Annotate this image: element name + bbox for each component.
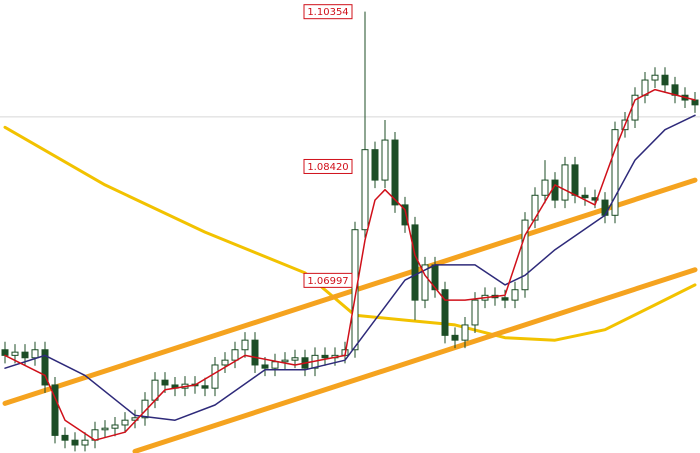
candle-body xyxy=(291,357,299,361)
candle-body xyxy=(121,419,129,426)
candle-body xyxy=(61,434,69,441)
price-label-box xyxy=(303,4,353,20)
candle-body xyxy=(351,229,359,351)
candle-body xyxy=(471,299,479,326)
price-label: 1.10354 xyxy=(307,7,348,18)
candle-body xyxy=(71,439,79,446)
candle-body xyxy=(251,339,259,366)
candle-body xyxy=(101,427,109,431)
candle-body xyxy=(281,359,289,363)
candle-body xyxy=(461,324,469,341)
candle-body xyxy=(571,164,579,196)
candle-body xyxy=(371,149,379,181)
candle-body xyxy=(441,289,449,336)
moving-average xyxy=(3,125,697,342)
trend-line xyxy=(132,267,698,453)
candle-body xyxy=(541,179,549,196)
candle-body xyxy=(241,339,249,351)
candle-body xyxy=(81,439,89,446)
price-label: 1.08420 xyxy=(307,162,348,173)
candle-body xyxy=(451,334,459,341)
candle-body xyxy=(401,204,409,226)
price-label-box xyxy=(303,158,353,174)
candle-body xyxy=(391,139,399,206)
candle-body xyxy=(271,361,279,369)
candle-body xyxy=(161,379,169,386)
candle-body xyxy=(11,351,19,356)
candle-body xyxy=(531,194,539,221)
candle-body xyxy=(411,224,419,301)
candle-body xyxy=(691,99,699,106)
candle-body xyxy=(581,194,589,199)
trend-line xyxy=(2,177,698,406)
price-label: 1.06997 xyxy=(307,276,348,287)
candle-body xyxy=(591,197,599,201)
candle-body xyxy=(111,424,119,429)
candle-body xyxy=(41,349,49,386)
moving-average xyxy=(4,88,696,441)
candle-body xyxy=(231,349,239,361)
candle-body xyxy=(21,351,29,359)
candle-body xyxy=(201,385,209,389)
candle-body xyxy=(381,139,389,181)
candle-body xyxy=(221,359,229,366)
candle-body xyxy=(141,399,149,419)
candle-body xyxy=(51,384,59,436)
candle-body xyxy=(611,129,619,216)
candle-body xyxy=(521,219,529,291)
candle-body xyxy=(421,264,429,301)
candle-body xyxy=(511,289,519,301)
candle-body xyxy=(261,364,269,369)
candle-body xyxy=(31,349,39,359)
candle-body xyxy=(501,297,509,301)
price-label-box xyxy=(303,272,353,288)
candle-body xyxy=(1,349,9,356)
moving-average xyxy=(4,114,696,421)
candle-body xyxy=(551,179,559,201)
candle-body xyxy=(361,149,369,231)
candle-body xyxy=(211,364,219,389)
candle-body xyxy=(651,74,659,81)
candle-body xyxy=(661,74,669,86)
candle-body xyxy=(601,199,609,216)
candle-body xyxy=(561,164,569,201)
candle-body xyxy=(321,354,329,359)
